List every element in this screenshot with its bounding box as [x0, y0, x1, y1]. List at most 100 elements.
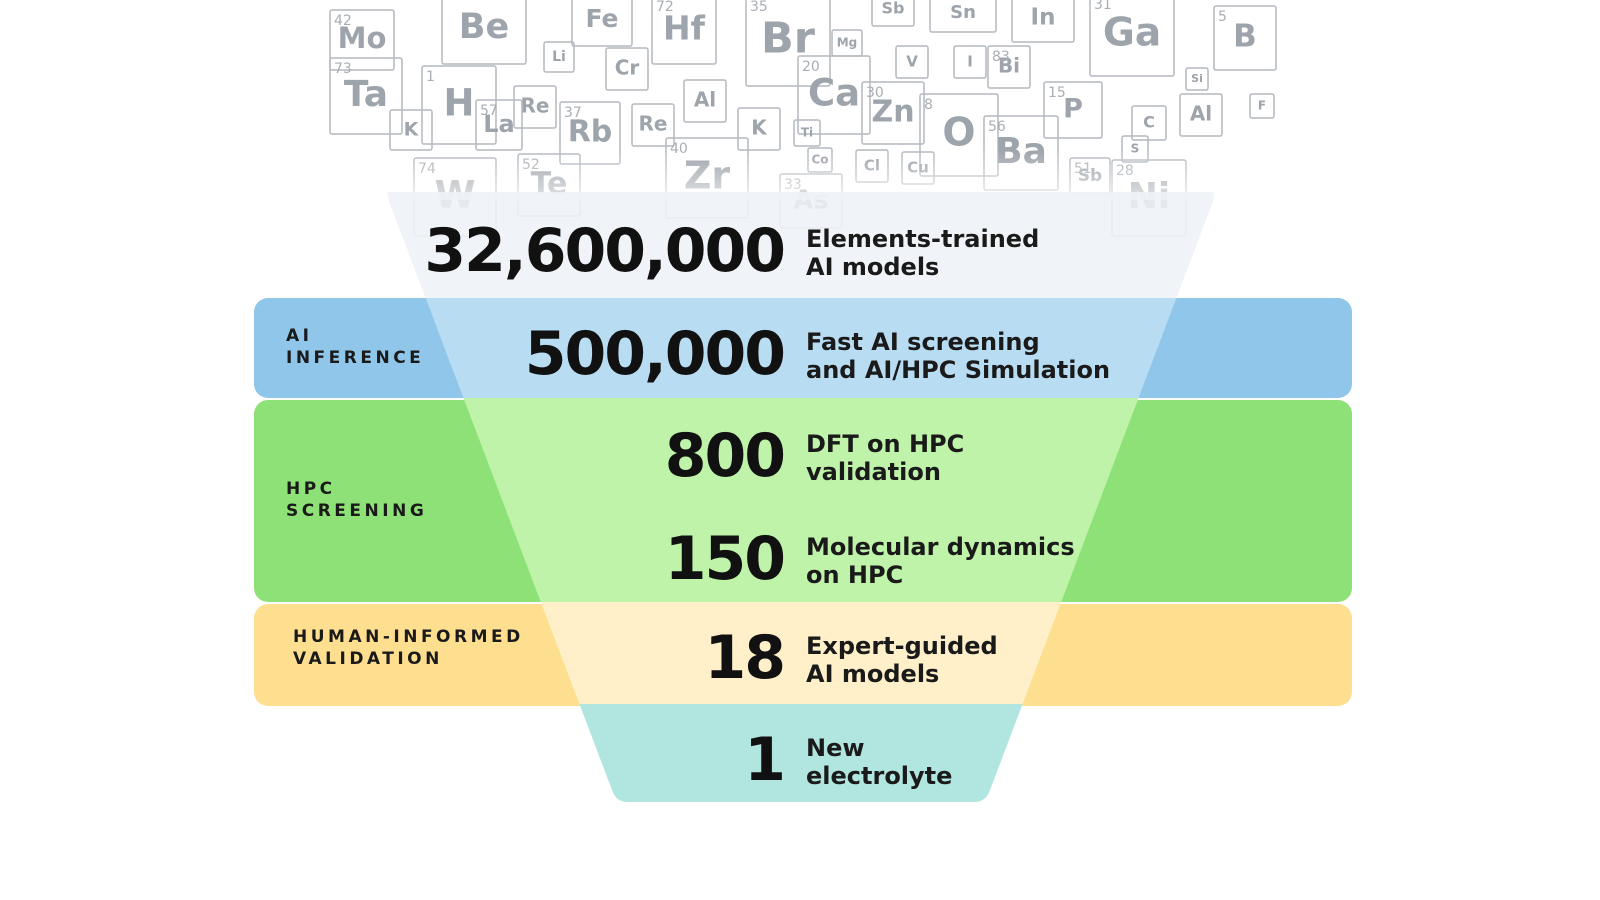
- element-tile: Ti: [793, 119, 821, 147]
- phase-label: VALIDATION: [293, 649, 443, 669]
- tile-box: [895, 45, 929, 79]
- tile-symbol: V: [906, 53, 918, 71]
- tile-box: [953, 45, 987, 79]
- tile-symbol: Re: [521, 94, 550, 118]
- phase-label: SCREENING: [286, 501, 427, 521]
- stage-description: Expert-guided: [806, 632, 998, 660]
- element-tile: H1: [421, 65, 497, 145]
- element-tile: V: [895, 45, 929, 79]
- tile-number: 1: [426, 69, 435, 85]
- tile-box: [571, 0, 633, 47]
- element-tile: I: [953, 45, 987, 79]
- element-tile: Cr: [605, 47, 649, 91]
- tile-symbol: Al: [694, 88, 716, 112]
- tile-box: [871, 0, 915, 27]
- element-tile: In: [1011, 0, 1075, 43]
- tile-symbol: Re: [639, 112, 668, 136]
- tile-box: [1249, 93, 1275, 119]
- tile-number: 37: [564, 105, 582, 121]
- tile-number: 31: [1094, 0, 1112, 13]
- element-tile: Re: [631, 103, 675, 147]
- tile-symbol: Mg: [837, 36, 858, 50]
- tile-symbol: Sb: [882, 0, 905, 18]
- element-tile: Mg: [831, 29, 863, 57]
- tile-box: [329, 9, 395, 71]
- element-tile: Al: [1179, 93, 1223, 137]
- tile-box: [605, 47, 649, 91]
- stage-description: Elements-trained: [806, 225, 1039, 253]
- tile-number: 5: [1218, 9, 1227, 25]
- stage-count: 500,000: [525, 319, 784, 389]
- stage-description: on HPC: [806, 561, 903, 589]
- tile-symbol: Fe: [585, 4, 618, 33]
- stage-count: 800: [665, 421, 784, 491]
- tile-box: [651, 0, 717, 65]
- tile-symbol: B: [1233, 19, 1257, 55]
- tile-box: [329, 57, 403, 135]
- tile-box: [1179, 93, 1223, 137]
- phase-label: AI: [286, 326, 312, 346]
- stage-count: 18: [705, 623, 785, 693]
- tile-symbol: O: [942, 111, 975, 156]
- element-tile: Re: [513, 85, 557, 129]
- funnel-ai: [387, 298, 1214, 398]
- element-tile: K: [737, 107, 781, 151]
- stage-description: AI models: [806, 253, 939, 281]
- phase-label: INFERENCE: [286, 348, 424, 368]
- stage-count: 150: [665, 524, 784, 594]
- tile-box: [793, 119, 821, 147]
- tile-box: [745, 0, 831, 87]
- tile-box: [1011, 0, 1075, 43]
- stage-count: 32,600,000: [424, 216, 784, 286]
- tile-symbol: Li: [552, 49, 566, 65]
- tile-symbol: Ta: [344, 74, 388, 115]
- tile-symbol: Mo: [338, 21, 387, 55]
- tile-symbol: Bi: [998, 54, 1020, 78]
- tile-number: 56: [988, 119, 1006, 135]
- tile-box: [631, 103, 675, 147]
- tile-symbol: Be: [459, 7, 509, 47]
- tile-number: 57: [480, 103, 498, 119]
- stage-description: DFT on HPC: [806, 430, 964, 458]
- tile-symbol: Al: [1190, 102, 1212, 126]
- tile-number: 42: [334, 13, 352, 29]
- phase-label: HPC: [286, 479, 336, 499]
- tile-symbol: K: [751, 116, 768, 140]
- stage-description: and AI/HPC Simulation: [806, 356, 1110, 384]
- tile-symbol: Ga: [1103, 11, 1161, 56]
- tile-symbol: Ca: [808, 72, 860, 115]
- stage-description: New: [806, 734, 865, 762]
- tile-number: 83: [992, 49, 1010, 65]
- tile-box: [1213, 5, 1277, 71]
- tile-box: [1131, 105, 1167, 141]
- tile-number: 73: [334, 61, 352, 77]
- tile-symbol: S: [1131, 142, 1140, 156]
- tile-box: [929, 0, 997, 33]
- element-tile: O8: [919, 93, 999, 177]
- tile-box: [513, 85, 557, 129]
- element-tile: C: [1131, 105, 1167, 141]
- stage-description: Fast AI screening: [806, 328, 1040, 356]
- tile-number: 72: [656, 0, 674, 15]
- tile-box: [683, 79, 727, 123]
- tile-symbol: Si: [1191, 72, 1203, 85]
- tile-box: [797, 55, 871, 135]
- tile-number: 20: [802, 59, 820, 75]
- tile-symbol: F: [1258, 99, 1266, 113]
- tile-box: [1043, 81, 1103, 139]
- stage-count: 1: [744, 725, 784, 795]
- tile-box: [441, 0, 527, 65]
- element-tile: Al: [683, 79, 727, 123]
- tile-number: 30: [866, 85, 884, 101]
- phase-label: HUMAN-INFORMED: [293, 627, 524, 647]
- stage-description: electrolyte: [806, 762, 952, 790]
- element-tile: P15: [1043, 81, 1103, 139]
